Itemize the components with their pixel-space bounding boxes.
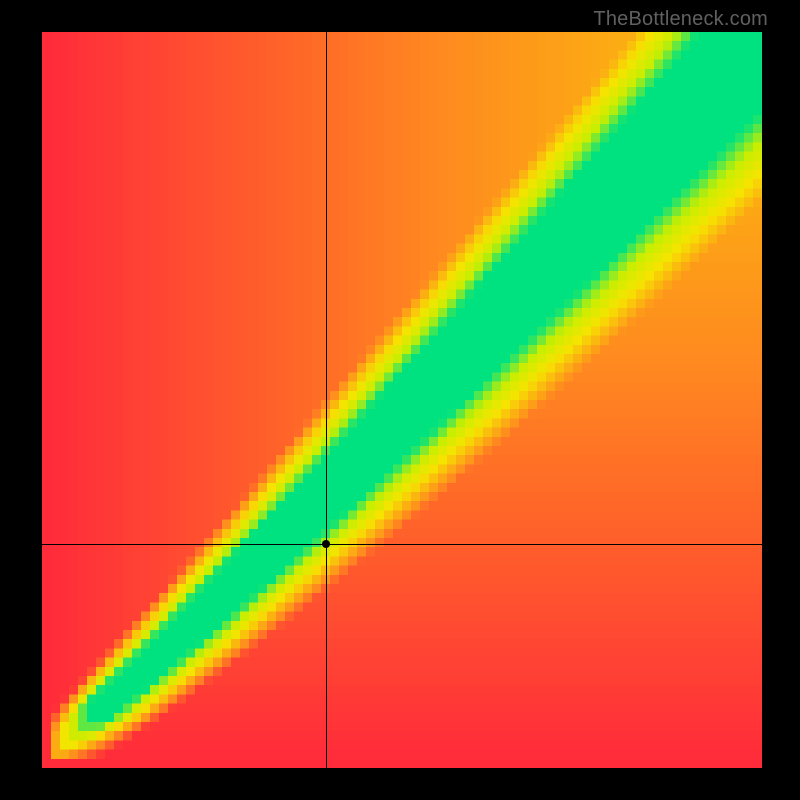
- crosshair-horizontal: [42, 544, 762, 545]
- heatmap-canvas: [42, 32, 762, 768]
- heatmap-plot: [42, 32, 762, 768]
- marker-dot: [322, 540, 330, 548]
- crosshair-vertical: [326, 32, 327, 768]
- watermark-text: TheBottleneck.com: [593, 8, 768, 31]
